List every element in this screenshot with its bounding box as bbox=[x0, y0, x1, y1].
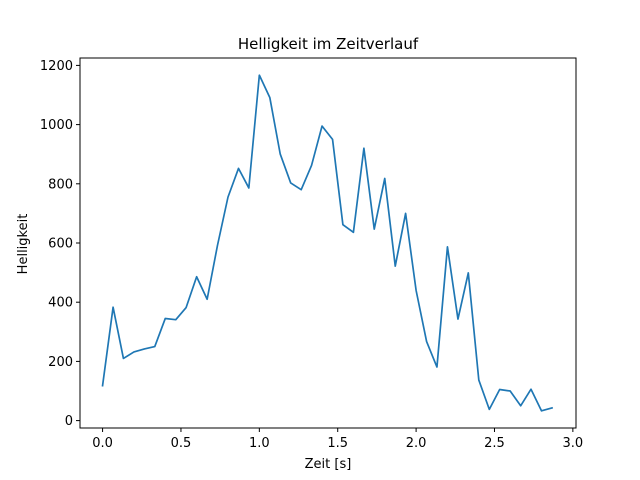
y-tick-label: 1200 bbox=[40, 59, 73, 74]
y-tick-label: 0 bbox=[65, 414, 73, 429]
x-axis-label: Zeit [s] bbox=[305, 457, 352, 472]
y-axis-label: Helligkeit bbox=[16, 214, 31, 275]
chart-title: Helligkeit im Zeitverlauf bbox=[238, 35, 419, 53]
x-tick-label: 0.0 bbox=[92, 436, 113, 451]
x-tick-label: 2.0 bbox=[406, 436, 427, 451]
x-tick-label: 2.5 bbox=[484, 436, 505, 451]
x-tick-label: 1.0 bbox=[249, 436, 270, 451]
series-line-0 bbox=[101, 74, 554, 412]
y-tick-label: 1000 bbox=[40, 118, 73, 133]
x-tick-label: 1.5 bbox=[327, 436, 348, 451]
y-tick-label: 400 bbox=[48, 296, 73, 311]
x-tick-label: 3.0 bbox=[563, 436, 584, 451]
plot-area bbox=[79, 57, 577, 429]
x-axis-ticks: 0.0 0.5 1.0 1.5 2.0 2.5 3.0 bbox=[92, 428, 583, 451]
plot-frame bbox=[79, 57, 577, 429]
y-axis-ticks: 0 200 400 600 800 1000 1200 bbox=[40, 59, 80, 429]
y-tick-label: 600 bbox=[48, 237, 73, 252]
y-tick-label: 200 bbox=[48, 355, 73, 370]
x-tick-label: 0.5 bbox=[171, 436, 192, 451]
y-tick-label: 800 bbox=[48, 177, 73, 192]
